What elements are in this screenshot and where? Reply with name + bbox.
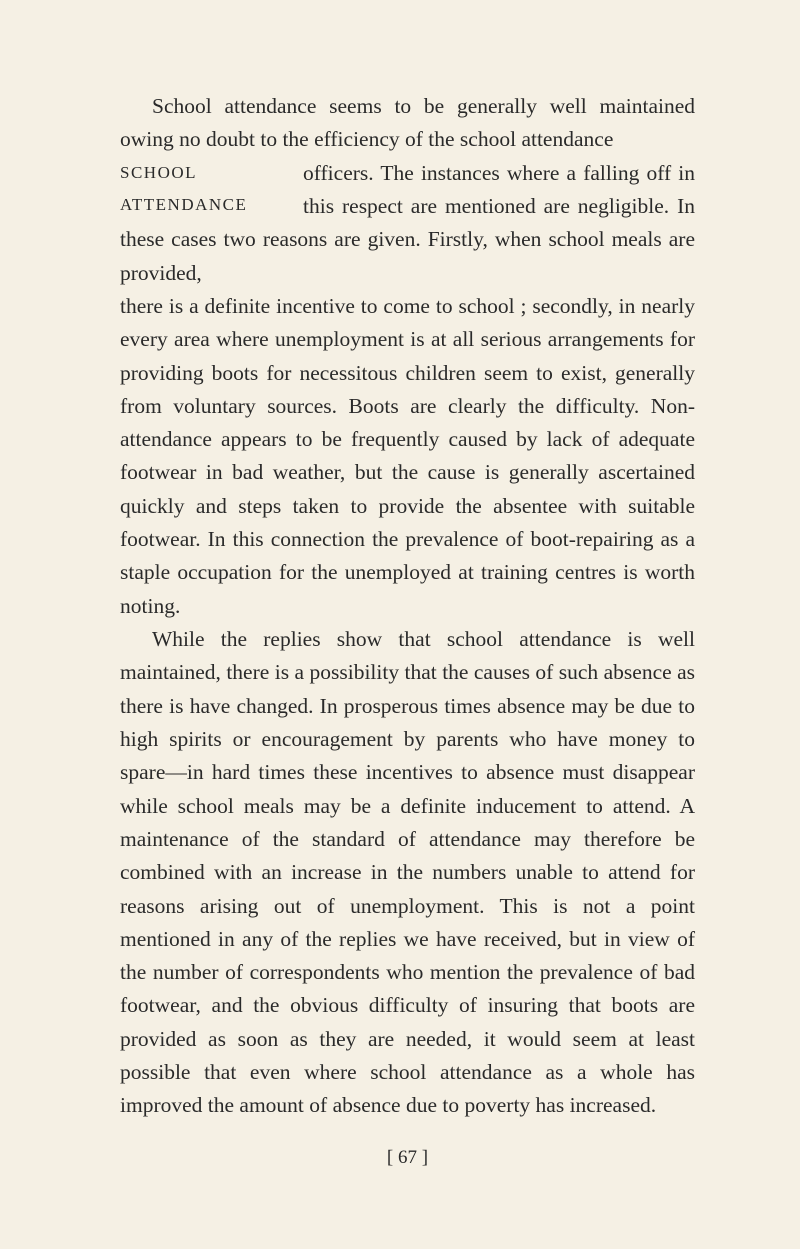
paragraph-1: School attendance seems to be generally …: [120, 90, 695, 623]
sidenote-line-2: ATTENDANCE: [120, 189, 285, 221]
body-text: School attendance seems to be generally …: [120, 90, 695, 1123]
paragraph-2: While the replies show that school atten…: [120, 623, 695, 1123]
margin-sidenote: SCHOOL ATTENDANCE: [120, 157, 285, 222]
page-content: School attendance seems to be generally …: [0, 0, 800, 1229]
page-number: [ 67 ]: [120, 1147, 695, 1169]
sidenote-line-1: SCHOOL: [120, 157, 285, 189]
